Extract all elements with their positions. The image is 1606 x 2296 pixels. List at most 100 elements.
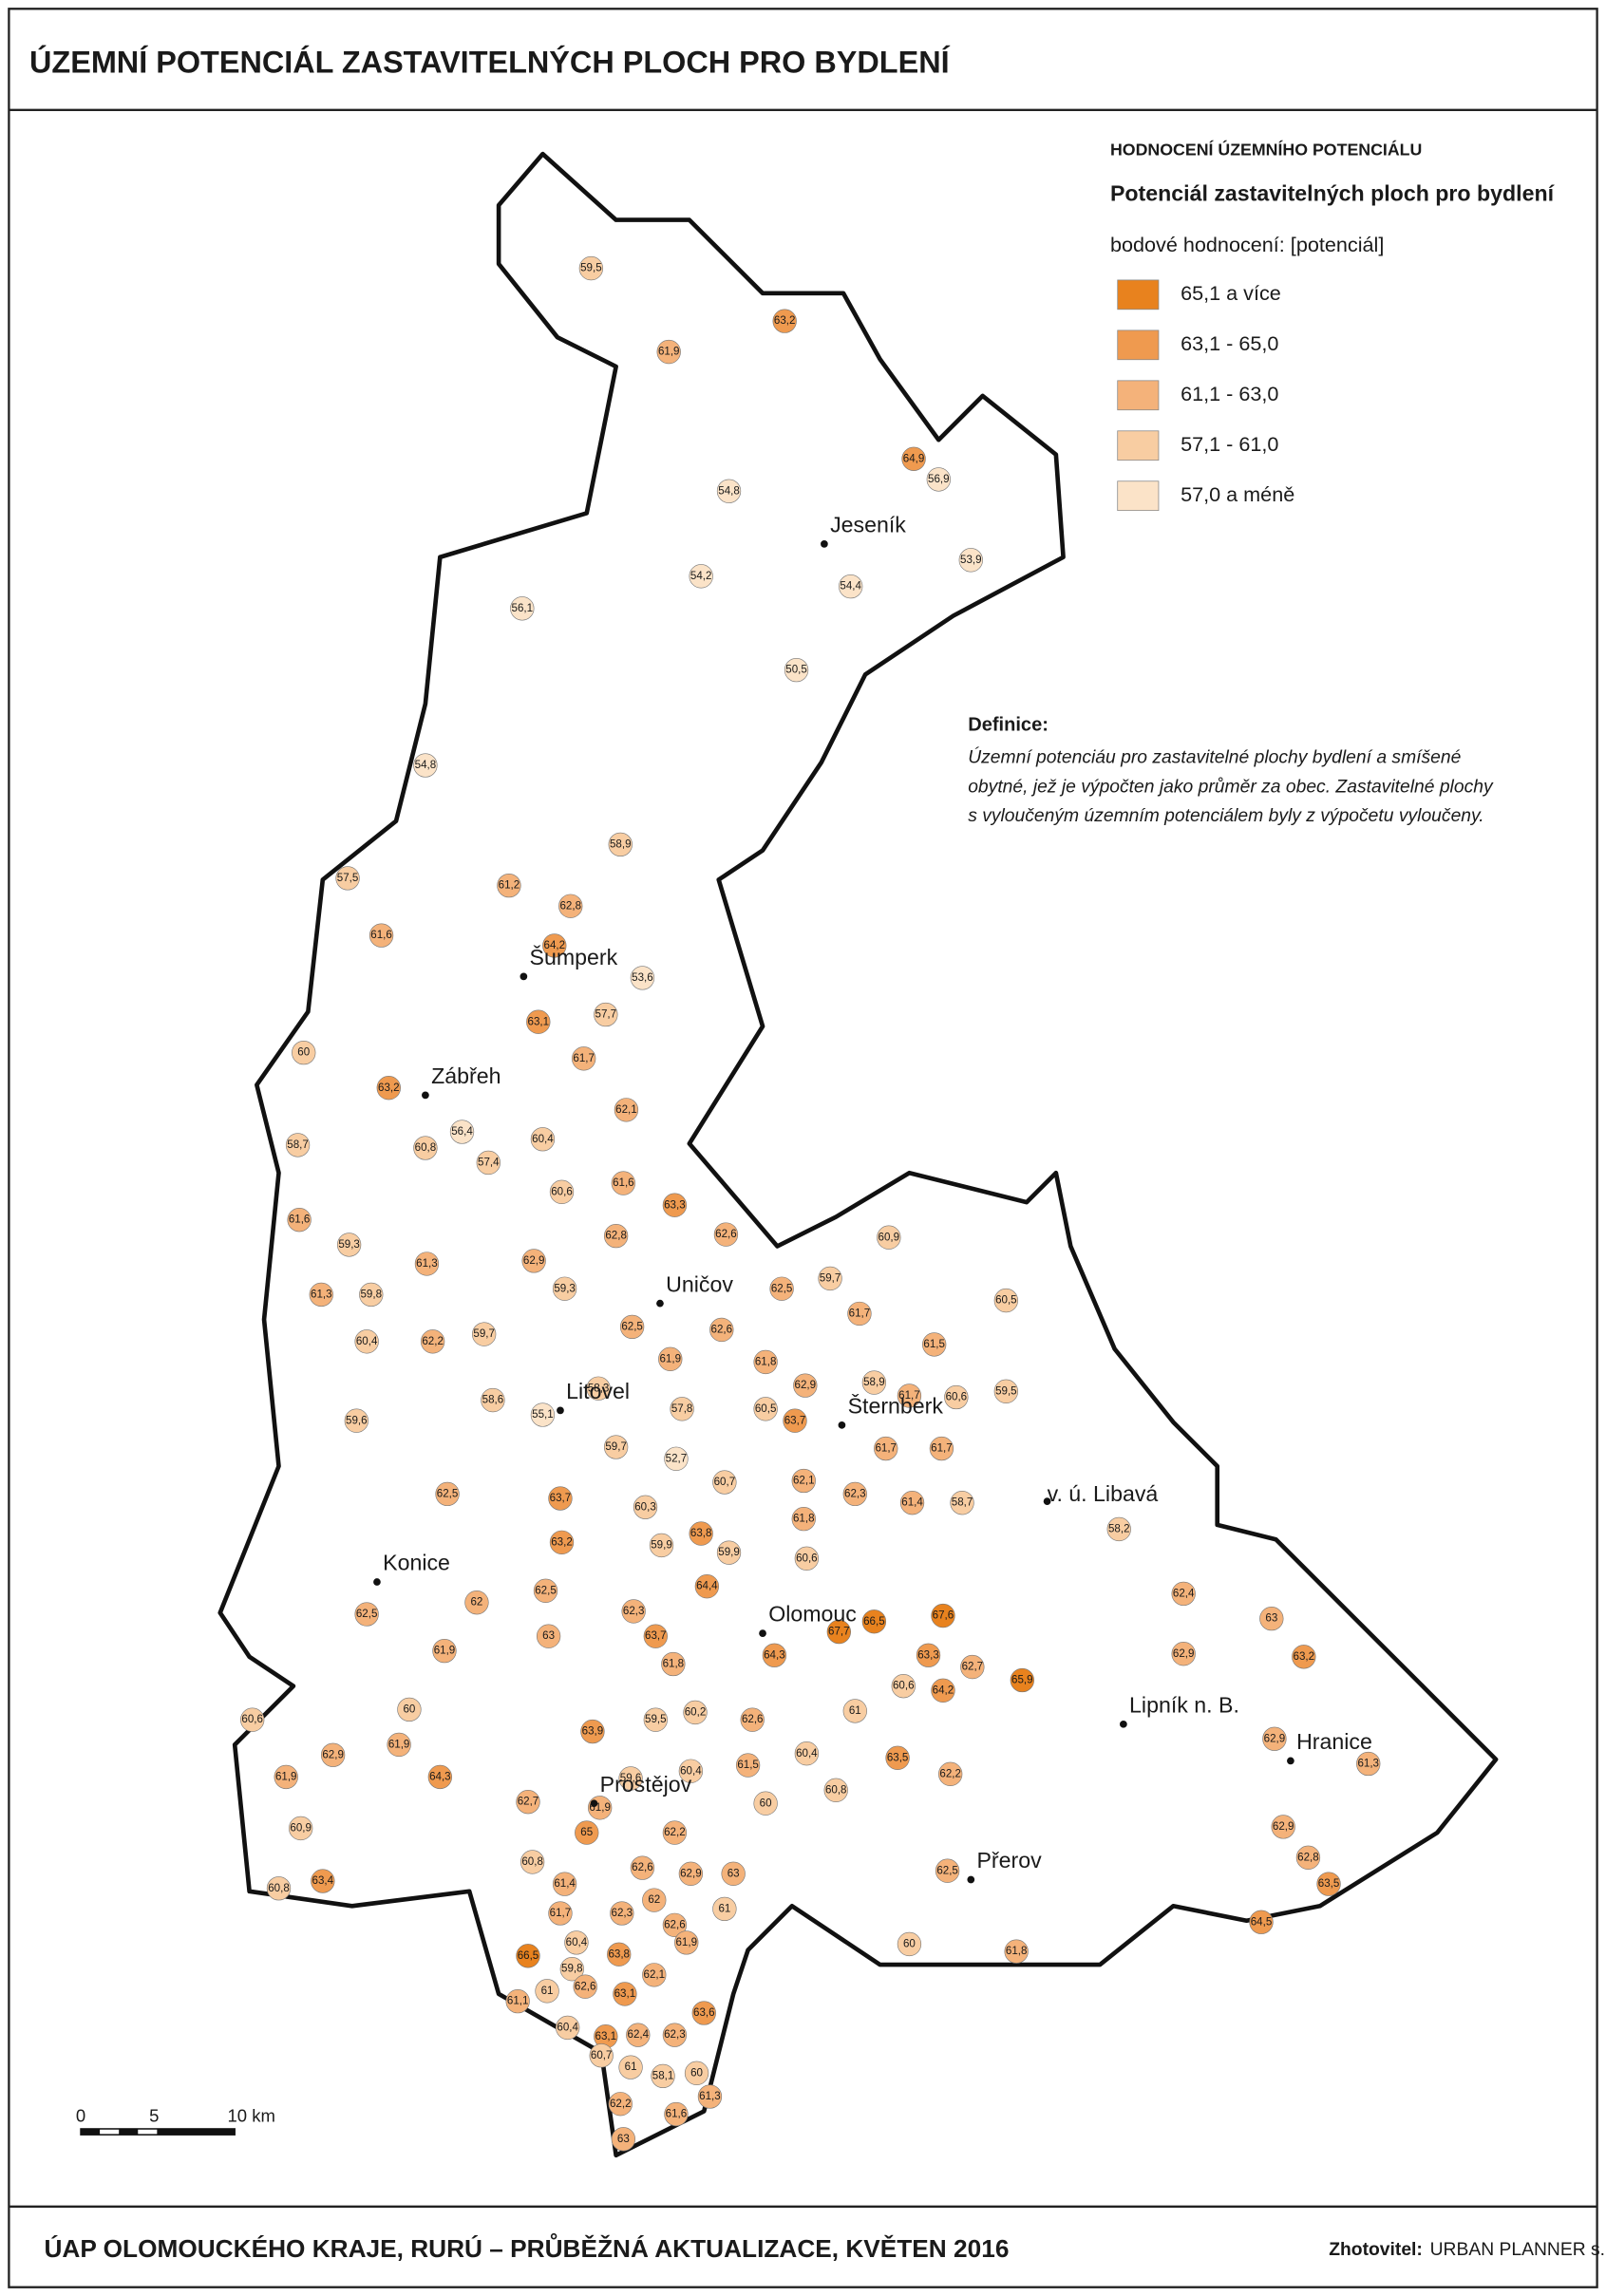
municipality-value: 62,1	[615, 1104, 637, 1116]
municipality-value: 61,1	[507, 1996, 529, 2007]
municipality-value: 66,5	[863, 1616, 885, 1628]
municipality-area	[689, 1521, 713, 1546]
municipality-value: 63,7	[645, 1630, 667, 1642]
municipality-area	[610, 1901, 634, 1926]
municipality-value: 62,4	[628, 2029, 650, 2041]
town-dot	[759, 1629, 766, 1637]
map-title: ÚZEMNÍ POTENCIÁL ZASTAVITELNÝCH PLOCH PR…	[29, 45, 951, 80]
author-label: Zhotovitel:	[1329, 2240, 1423, 2260]
municipality-value: 63,8	[690, 1528, 712, 1539]
municipality-value: 60	[403, 1703, 415, 1715]
municipality-area	[721, 1861, 746, 1886]
municipality-area	[1171, 1642, 1196, 1666]
municipality-value: 61,7	[931, 1443, 953, 1455]
municipality-area	[664, 1446, 689, 1472]
municipality-value: 60,4	[680, 1765, 702, 1777]
municipality-area	[613, 1982, 637, 2006]
municipality-area	[661, 1651, 686, 1677]
municipality-area	[861, 1609, 887, 1634]
municipality-area	[769, 1276, 794, 1301]
municipality-area	[559, 1957, 584, 1982]
municipality-value: 61,4	[554, 1878, 576, 1890]
municipality-value: 61,7	[849, 1308, 871, 1320]
municipality-value: 62	[471, 1597, 483, 1609]
municipality-area	[993, 1379, 1019, 1403]
municipality-value: 62	[648, 1894, 660, 1906]
municipality-area	[1010, 1667, 1034, 1693]
municipality-area	[266, 1876, 292, 1901]
legend-label: 61,1 - 63,0	[1181, 382, 1278, 405]
municipality-value: 61,7	[875, 1443, 897, 1455]
municipality-area	[901, 446, 926, 471]
municipality-value: 60	[297, 1047, 310, 1059]
municipality-area	[649, 1533, 674, 1558]
municipality-area	[1356, 1751, 1381, 1777]
scale-bar: 0 5 10 km	[76, 2106, 275, 2136]
municipality-value: 60,8	[268, 1883, 290, 1894]
town-name: Šumperk	[530, 944, 618, 969]
municipality-value: 63,3	[917, 1649, 939, 1661]
municipality-area	[536, 1624, 561, 1648]
definition-line: obytné, jež je výpočten jako průměr za o…	[968, 776, 1494, 797]
municipality-value: 63,4	[312, 1875, 334, 1887]
municipality-value: 63,5	[887, 1752, 909, 1763]
municipality-area	[885, 1745, 910, 1770]
municipality-value: 61	[625, 2061, 637, 2073]
municipality-value: 63	[1265, 1613, 1277, 1625]
municipality-value: 67,6	[933, 1610, 954, 1622]
town-name: Zábřeh	[431, 1063, 501, 1088]
municipality-value: 60,6	[241, 1714, 263, 1725]
municipality-value: 63,7	[550, 1493, 572, 1504]
town-dot	[590, 1799, 598, 1808]
legend-heading: HODNOCENÍ ÚZEMNÍHO POTENCIÁLU	[1110, 140, 1422, 160]
municipality-area	[926, 467, 951, 492]
municipality-value: 62,1	[793, 1476, 815, 1487]
municipality-area	[1106, 1516, 1131, 1542]
municipality-value: 60,4	[557, 2022, 578, 2033]
town-dot	[1287, 1757, 1294, 1765]
legend-swatch	[1117, 430, 1160, 461]
municipality-area	[753, 1397, 778, 1421]
municipality-area	[287, 1207, 312, 1233]
municipality-area	[578, 255, 604, 281]
municipality-area	[344, 1408, 368, 1433]
municipality-area	[603, 1435, 629, 1459]
municipality-area	[716, 479, 742, 503]
municipality-value: 61,4	[901, 1497, 923, 1509]
municipality-area	[712, 1896, 737, 1922]
municipality-value: 54,2	[690, 571, 712, 582]
municipality-area	[630, 966, 655, 990]
municipality-value: 59,7	[820, 1272, 841, 1284]
municipality-area	[521, 1249, 546, 1273]
municipality-value: 58,9	[863, 1377, 885, 1388]
municipality-value: 61,3	[416, 1258, 438, 1270]
footer-text: ÚAP OLOMOUCKÉHO KRAJE, RURÚ – PRŮBĚŽNÁ A…	[44, 2232, 1009, 2263]
municipality-value: 60	[903, 1938, 916, 1949]
municipality-value: 58,1	[652, 2070, 674, 2081]
municipality-value: 64,3	[764, 1649, 785, 1661]
municipality-value: 50,5	[785, 665, 807, 676]
municipality-value: 64,2	[544, 940, 566, 951]
municipality-area	[630, 1855, 655, 1880]
municipality-area	[993, 1288, 1019, 1313]
municipality-value: 60,5	[755, 1403, 777, 1415]
municipality-value: 59,6	[620, 1773, 642, 1784]
municipality-area	[549, 1179, 575, 1204]
municipality-value: 62,8	[559, 900, 581, 912]
municipality-area	[481, 1387, 505, 1413]
municipality-area	[691, 2001, 716, 2025]
municipality-value: 60,6	[551, 1186, 573, 1197]
municipality-value: 60,3	[634, 1501, 656, 1513]
legend-label: 63,1 - 65,0	[1181, 331, 1278, 355]
municipality-area	[420, 1329, 445, 1354]
municipality-area	[656, 339, 681, 365]
municipality-value: 63	[542, 1630, 555, 1642]
municipality-area	[432, 1638, 457, 1664]
municipality-area	[520, 1850, 545, 1874]
municipality-value: 60,7	[591, 2050, 613, 2061]
municipality-value: 60,6	[946, 1392, 968, 1403]
municipality-area	[549, 1530, 575, 1555]
municipality-value: 62,2	[939, 1768, 961, 1779]
municipality-value: 60,4	[566, 1937, 588, 1948]
town-name: Olomouc	[768, 1602, 857, 1627]
